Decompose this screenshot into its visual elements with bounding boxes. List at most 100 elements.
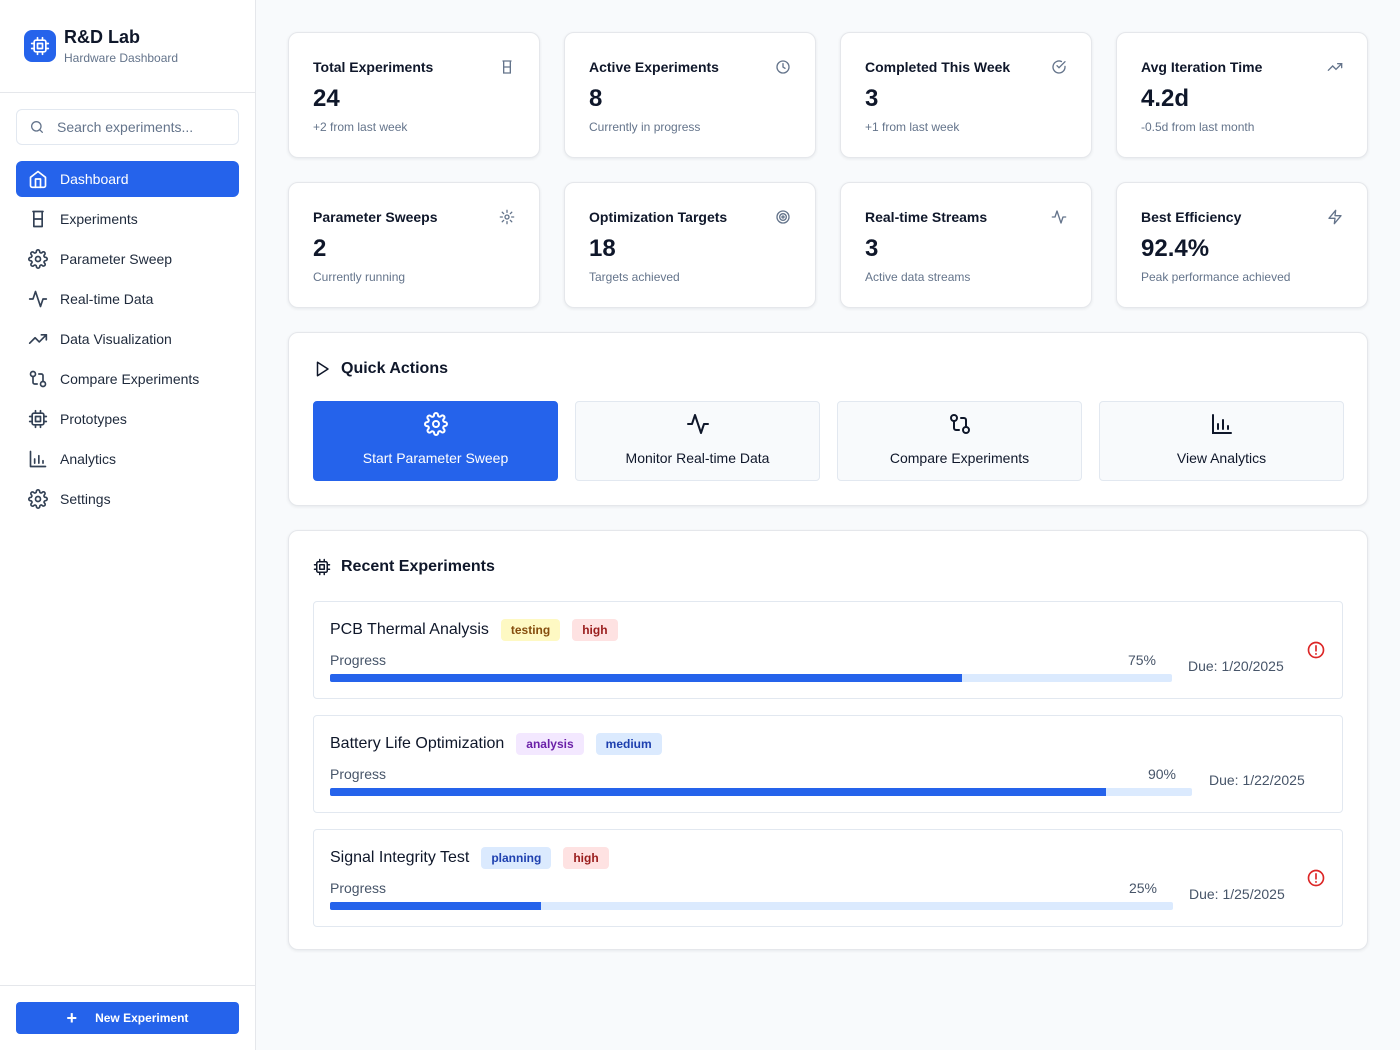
new-experiment-label: New Experiment	[95, 1011, 189, 1025]
stat-card-parameter-sweeps: Parameter Sweeps 2 Currently running	[288, 182, 540, 308]
sidebar-item-compare-experiments[interactable]: Compare Experiments	[16, 361, 239, 397]
priority-badge: high	[572, 619, 618, 641]
progress-label: Progress	[330, 652, 387, 668]
sidebar-item-label: Data Visualization	[60, 331, 172, 347]
progress-label: Progress	[330, 880, 387, 896]
stat-card-active-experiments: Active Experiments 8 Currently in progre…	[564, 32, 816, 158]
sidebar-item-prototypes[interactable]: Prototypes	[16, 401, 239, 437]
start-parameter-sweep-button[interactable]: Start Parameter Sweep	[313, 401, 558, 481]
activity-icon	[686, 412, 710, 436]
progress-bar	[330, 674, 1172, 682]
stats-grid: Total Experiments 24 +2 from last week A…	[288, 32, 1368, 308]
sidebar-item-label: Compare Experiments	[60, 371, 200, 387]
progress-percent: 25%	[1128, 880, 1157, 896]
brand-subtitle: Hardware Dashboard	[64, 51, 179, 65]
search-icon	[29, 119, 45, 135]
cpu-icon	[313, 558, 331, 576]
sidebar-item-label: Settings	[60, 491, 111, 507]
stat-value: 18	[589, 235, 616, 262]
due-date: Due: 1/25/2025	[1189, 886, 1285, 902]
main-content: Total Experiments 24 +2 from last week A…	[288, 32, 1368, 950]
due-date: Due: 1/20/2025	[1188, 658, 1284, 674]
progress-bar-fill	[330, 674, 962, 682]
stat-title: Parameter Sweeps	[313, 209, 438, 225]
quick-action-label: View Analytics	[1176, 450, 1267, 466]
brand-title: R&D Lab	[64, 27, 140, 47]
quick-actions-title: Quick Actions	[341, 360, 448, 377]
stat-subtext: Active data streams	[865, 270, 971, 284]
sidebar: R&D Lab Hardware Dashboard Dashboard Exp…	[0, 0, 256, 1050]
sidebar-item-label: Dashboard	[60, 171, 129, 187]
stat-subtext: +1 from last week	[865, 120, 960, 134]
git-compare-icon	[948, 412, 972, 436]
sidebar-item-label: Real-time Data	[60, 291, 154, 307]
sidebar-item-data-visualization[interactable]: Data Visualization	[16, 321, 239, 357]
progress-bar-fill	[330, 788, 1106, 796]
status-badge: planning	[481, 847, 552, 869]
progress-bar	[330, 902, 1173, 910]
flask-icon	[499, 59, 515, 75]
alert-circle-icon	[1306, 868, 1326, 888]
stat-title: Real-time Streams	[865, 209, 988, 225]
stat-subtext: -0.5d from last month	[1141, 120, 1255, 134]
sidebar-item-real-time-data[interactable]: Real-time Data	[16, 281, 239, 317]
due-date: Due: 1/22/2025	[1209, 772, 1305, 788]
monitor-real-time-data-button[interactable]: Monitor Real-time Data	[575, 401, 820, 481]
sidebar-item-experiments[interactable]: Experiments	[16, 201, 239, 237]
sidebar-item-analytics[interactable]: Analytics	[16, 441, 239, 477]
play-icon	[313, 360, 331, 378]
cpu-icon	[24, 30, 56, 62]
stat-value: 3	[865, 235, 879, 262]
alert-circle-icon	[1306, 640, 1326, 660]
sidebar-item-dashboard[interactable]: Dashboard	[16, 161, 239, 197]
stat-title: Active Experiments	[589, 59, 719, 75]
flask-icon	[28, 209, 48, 229]
stat-subtext: Peak performance achieved	[1141, 270, 1291, 284]
experiment-row[interactable]: Battery Life Optimization analysis mediu…	[313, 715, 1343, 813]
stat-card-completed-this-week: Completed This Week 3 +1 from last week	[840, 32, 1092, 158]
stat-card-best-efficiency: Best Efficiency 92.4% Peak performance a…	[1116, 182, 1368, 308]
experiment-row[interactable]: Signal Integrity Test planning high Prog…	[313, 829, 1343, 927]
quick-action-label: Monitor Real-time Data	[625, 450, 770, 466]
gear-icon	[499, 209, 515, 225]
progress-bar-fill	[330, 902, 541, 910]
stat-card-avg-iteration-time: Avg Iteration Time 4.2d -0.5d from last …	[1116, 32, 1368, 158]
stat-value: 8	[589, 85, 603, 112]
cpu-icon	[28, 409, 48, 429]
clock-icon	[775, 59, 791, 75]
plus-icon: +	[66, 1008, 78, 1028]
check-circle-icon	[1051, 59, 1067, 75]
sidebar-nav: Dashboard Experiments Parameter Sweep Re…	[16, 161, 239, 521]
new-experiment-button[interactable]: + New Experiment	[16, 1002, 239, 1034]
progress-percent: 75%	[1127, 652, 1156, 668]
search-input[interactable]	[57, 119, 227, 135]
experiment-name: Signal Integrity Test	[330, 849, 470, 866]
stat-title: Optimization Targets	[589, 209, 728, 225]
experiment-row[interactable]: PCB Thermal Analysis testing high Progre…	[313, 601, 1343, 699]
stat-subtext: Currently in progress	[589, 120, 701, 134]
progress-bar	[330, 788, 1192, 796]
recent-experiments-title: Recent Experiments	[341, 558, 495, 575]
view-analytics-button[interactable]: View Analytics	[1099, 401, 1344, 481]
target-icon	[775, 209, 791, 225]
stat-subtext: Currently running	[313, 270, 406, 284]
stat-value: 92.4%	[1141, 235, 1210, 262]
sidebar-item-settings[interactable]: Settings	[16, 481, 239, 517]
stat-title: Best Efficiency	[1141, 209, 1242, 225]
compare-experiments-button[interactable]: Compare Experiments	[837, 401, 1082, 481]
stat-value: 4.2d	[1141, 85, 1190, 112]
quick-action-label: Compare Experiments	[889, 450, 1030, 466]
stat-title: Completed This Week	[865, 59, 1011, 75]
gear-icon	[423, 412, 448, 436]
stat-value: 3	[865, 85, 879, 112]
trending-up-icon	[28, 329, 48, 349]
search-box[interactable]	[16, 109, 239, 145]
sidebar-item-parameter-sweep[interactable]: Parameter Sweep	[16, 241, 239, 277]
experiment-name: Battery Life Optimization	[330, 735, 505, 752]
status-badge: analysis	[516, 733, 584, 755]
stat-card-optimization-targets: Optimization Targets 18 Targets achieved	[564, 182, 816, 308]
stat-card-real-time-streams: Real-time Streams 3 Active data streams	[840, 182, 1092, 308]
sidebar-item-label: Experiments	[60, 211, 138, 227]
bar-chart-icon	[1210, 412, 1234, 436]
quick-action-label: Start Parameter Sweep	[362, 450, 509, 466]
